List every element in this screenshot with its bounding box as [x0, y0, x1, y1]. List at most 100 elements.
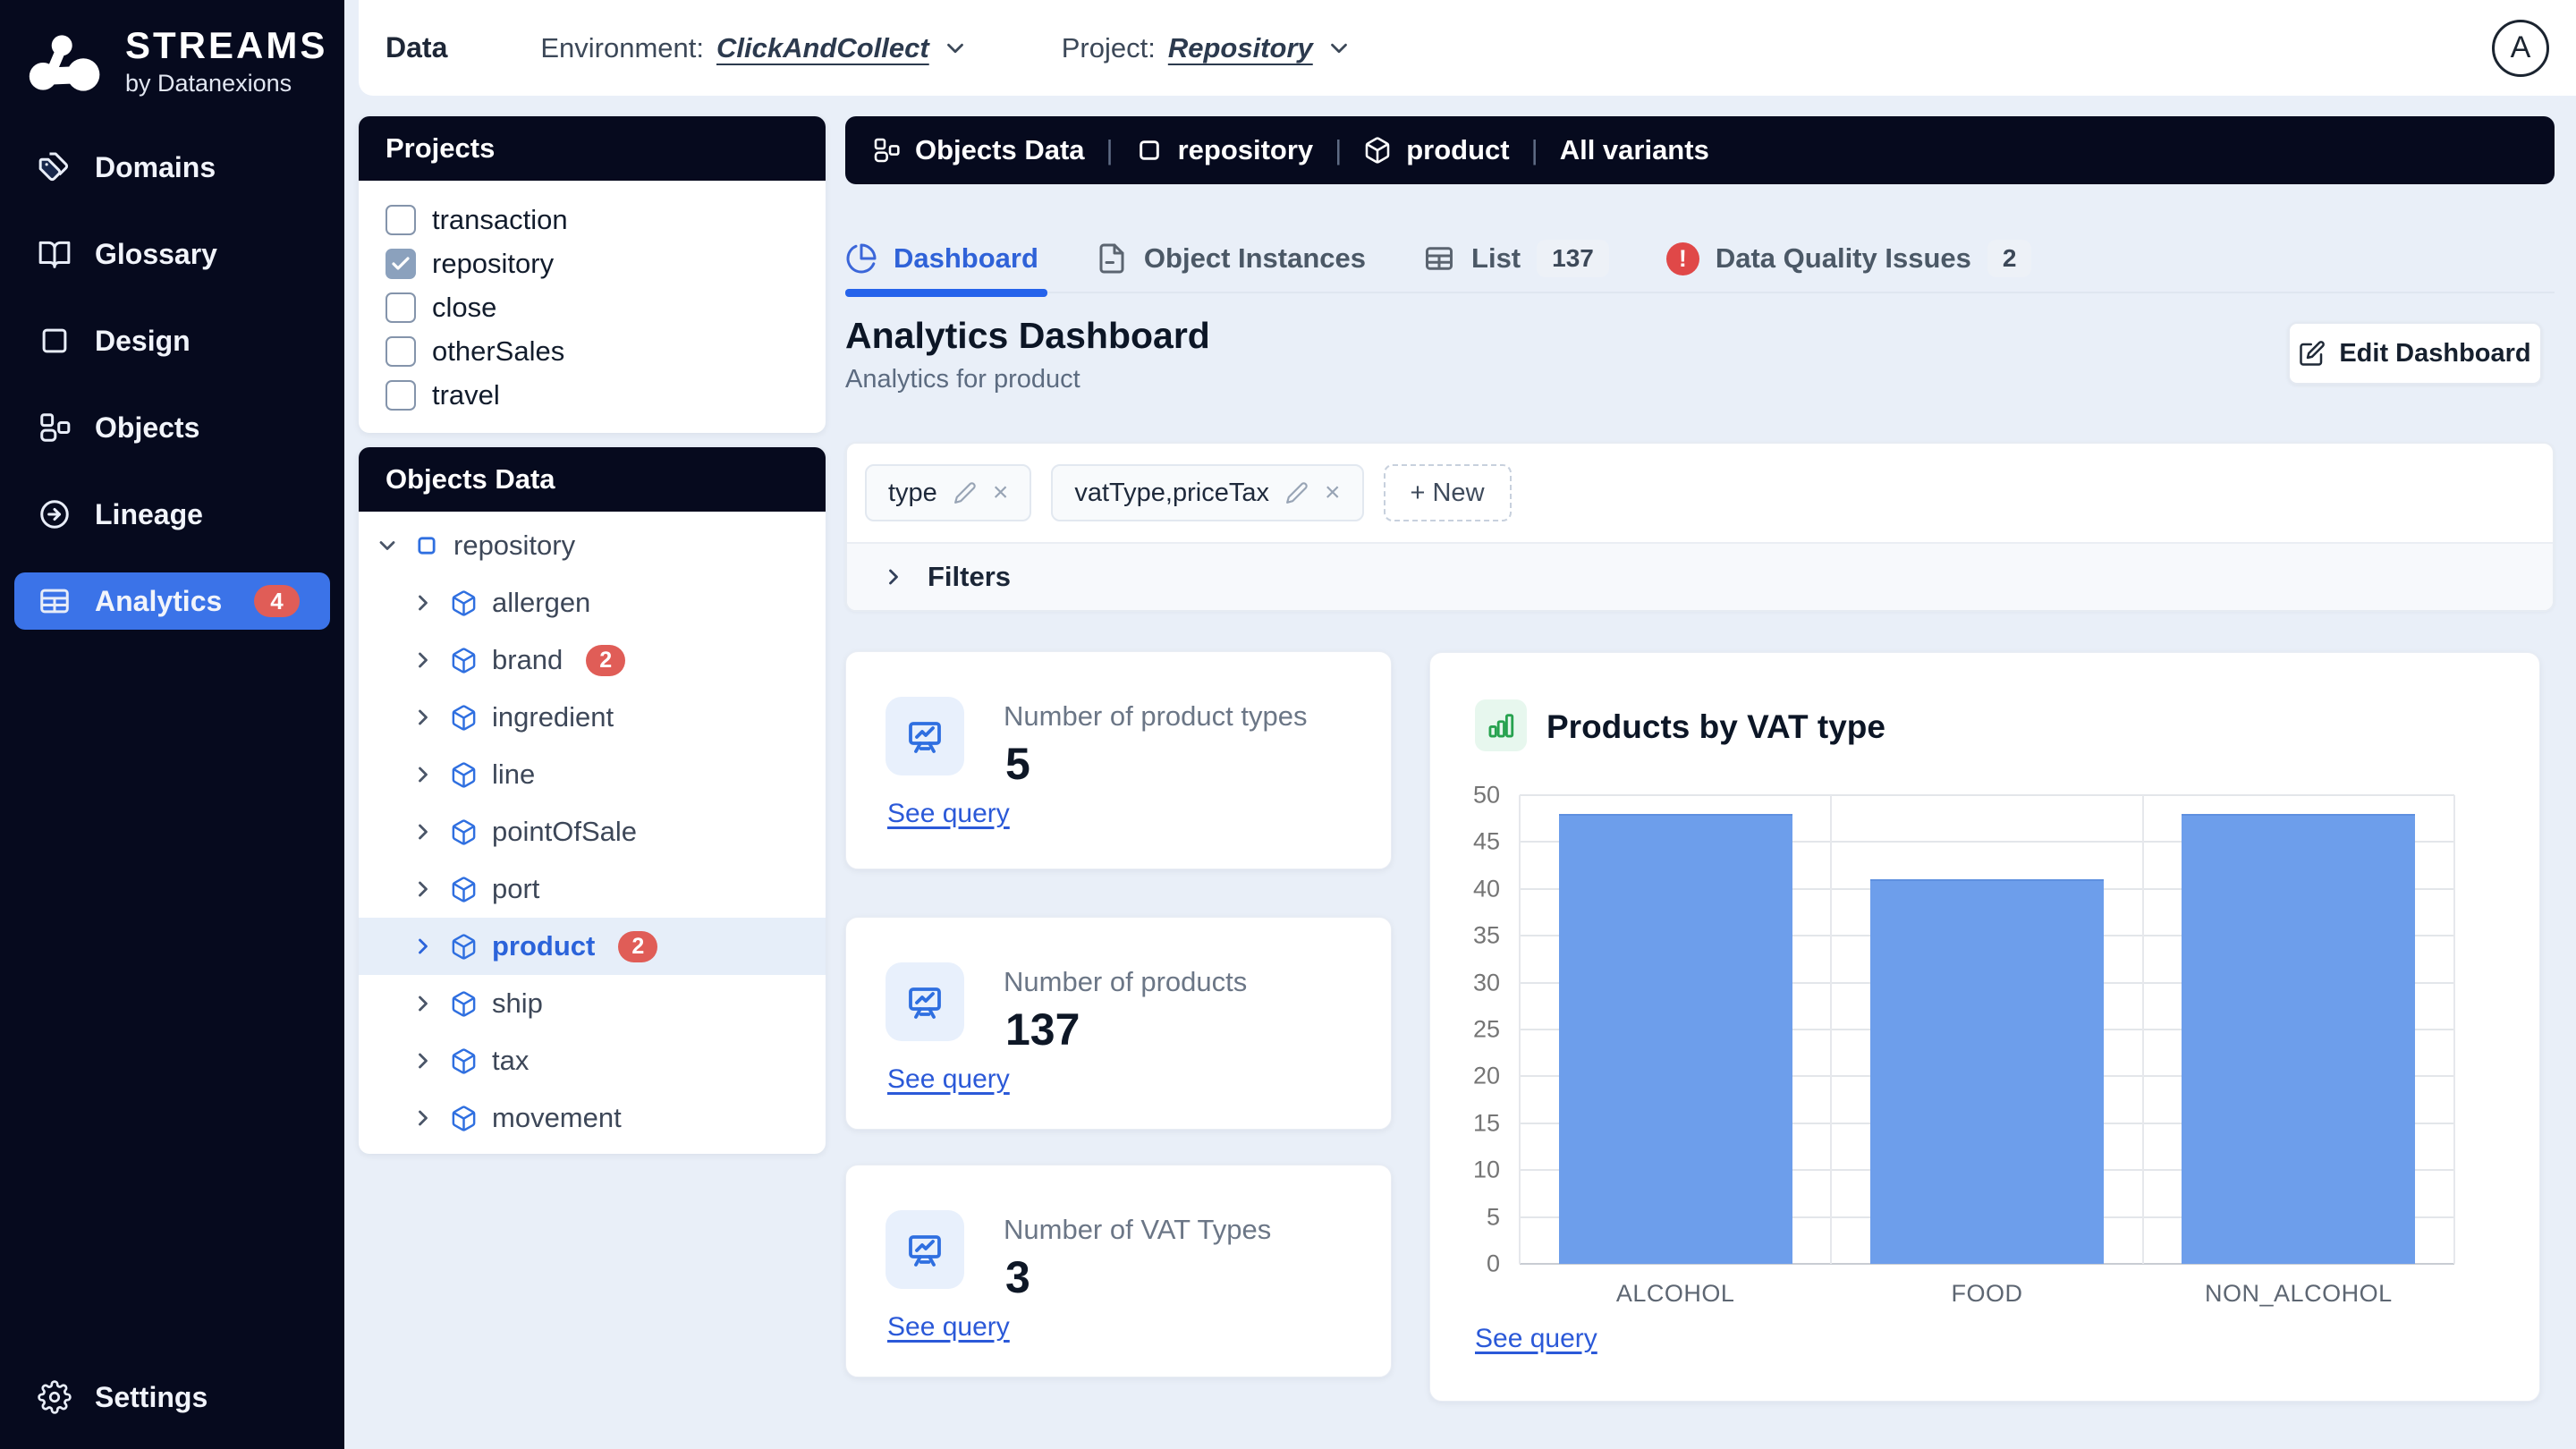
grouping-chip-type[interactable]: type × [865, 464, 1032, 521]
breadcrumb-label: All variants [1559, 134, 1709, 165]
edit-pencil-icon[interactable] [1285, 481, 1309, 504]
kpi-card-vat-types: Number of VAT Types 3 See query [845, 1165, 1392, 1377]
brand-logo: STREAMS by Datanexions [0, 0, 344, 97]
checkbox[interactable] [386, 205, 416, 235]
see-query-link[interactable]: See query [887, 1064, 1010, 1094]
sidebar-item-analytics[interactable]: Analytics 4 [14, 572, 330, 630]
kpi-label: Number of products [1004, 966, 1248, 997]
breadcrumb-repository[interactable]: repository [1135, 134, 1314, 166]
project-checkbox-repository[interactable]: repository [386, 246, 799, 282]
y-axis-tick: 5 [1486, 1203, 1500, 1231]
pie-chart-icon [845, 242, 877, 275]
tab-list[interactable]: List 137 [1423, 225, 1609, 292]
gridline-vertical [1519, 795, 1521, 1264]
tree-item-repository[interactable]: repository [359, 517, 826, 574]
chevron-right-icon[interactable] [411, 819, 436, 844]
chevron-right-icon[interactable] [411, 1106, 436, 1131]
sidebar-item-design[interactable]: Design [14, 312, 330, 369]
project-selector[interactable]: Project: Repository [1062, 32, 1352, 64]
kpi-chart-board-icon [886, 962, 964, 1041]
tree-item-line[interactable]: line [359, 746, 826, 803]
tree-item-ingredient[interactable]: ingredient [359, 689, 826, 746]
tab-dashboard[interactable]: Dashboard [845, 225, 1047, 297]
sidebar-item-domains[interactable]: Domains [14, 139, 330, 196]
sidebar: STREAMS by Datanexions Domains Gloss [0, 0, 344, 1449]
environment-selector[interactable]: Environment: ClickAndCollect [540, 32, 968, 64]
kpi-chart-board-icon [886, 697, 964, 775]
grouping-chip-vattype-pricetax[interactable]: vatType,priceTax × [1051, 464, 1364, 521]
close-icon[interactable]: × [1324, 478, 1341, 507]
cube-icon [450, 1047, 478, 1075]
gridline-vertical [2141, 795, 2144, 1264]
tree-item-brand[interactable]: brand 2 [359, 631, 826, 689]
project-value[interactable]: Repository [1167, 31, 1313, 64]
environment-value[interactable]: ClickAndCollect [716, 31, 929, 64]
breadcrumb-label: repository [1177, 134, 1314, 165]
table-icon [38, 584, 72, 618]
cube-icon [450, 818, 478, 846]
square-icon [38, 324, 72, 358]
chevron-right-icon[interactable] [411, 877, 436, 902]
close-icon[interactable]: × [992, 478, 1009, 507]
tree-item-ship[interactable]: ship [359, 975, 826, 1032]
checkbox[interactable] [386, 380, 416, 411]
sidebar-item-settings[interactable]: Settings [14, 1368, 330, 1426]
section-label: Data [386, 31, 448, 64]
grouping-chips: type × vatType,priceTax × + New [847, 444, 2553, 542]
chevron-down-icon[interactable] [375, 533, 400, 558]
breadcrumb-product[interactable]: product [1363, 134, 1510, 166]
edit-pencil-icon[interactable] [953, 481, 977, 504]
objects-tree: repository allergen brand 2 ingredient l… [359, 512, 826, 1154]
breadcrumb-objects-data[interactable]: Objects Data [872, 134, 1085, 166]
see-query-link[interactable]: See query [887, 799, 1010, 828]
tree-item-movement[interactable]: movement [359, 1089, 826, 1147]
chevron-right-icon[interactable] [411, 934, 436, 959]
see-query-link[interactable]: See query [1475, 1324, 1597, 1353]
chevron-down-icon[interactable] [1326, 35, 1352, 62]
repository-square-icon [414, 533, 439, 558]
filters-toggle[interactable]: Filters [847, 542, 2553, 610]
project-checkbox-travel[interactable]: travel [386, 377, 799, 413]
y-axis-tick: 35 [1472, 921, 1500, 949]
tree-item-product[interactable]: product 2 [359, 918, 826, 975]
chevron-right-icon[interactable] [411, 1048, 436, 1073]
sidebar-item-lineage[interactable]: Lineage [14, 486, 330, 543]
sidebar-item-label: Lineage [95, 497, 203, 530]
checkbox[interactable] [386, 249, 416, 279]
tree-item-allergen[interactable]: allergen [359, 574, 826, 631]
tab-object-instances[interactable]: Object Instances [1096, 225, 1366, 292]
chevron-right-icon[interactable] [411, 648, 436, 673]
cube-icon [450, 704, 478, 732]
checkbox[interactable] [386, 336, 416, 367]
chevron-right-icon[interactable] [411, 590, 436, 615]
project-checkbox-othersales[interactable]: otherSales [386, 334, 799, 369]
tab-data-quality-issues[interactable]: ! Data Quality Issues 2 [1665, 225, 2032, 292]
chevron-right-icon[interactable] [411, 705, 436, 730]
edit-pencil-icon [2300, 341, 2326, 366]
edit-dashboard-button[interactable]: Edit Dashboard [2288, 322, 2542, 385]
edit-dashboard-label: Edit Dashboard [2339, 338, 2531, 368]
tree-item-pointofsale[interactable]: pointOfSale [359, 803, 826, 860]
breadcrumb-all-variants[interactable]: All variants [1560, 134, 1709, 166]
chevron-right-icon[interactable] [411, 991, 436, 1016]
gridline [1520, 794, 2454, 796]
chevron-right-icon[interactable] [411, 762, 436, 787]
chevron-down-icon[interactable] [942, 35, 969, 62]
gridline [1520, 841, 2454, 843]
kpi-label: Number of product types [1004, 700, 1308, 732]
avatar[interactable]: A [2492, 19, 2549, 77]
tab-label: Object Instances [1143, 242, 1367, 274]
project-checkbox-transaction[interactable]: transaction [386, 202, 799, 238]
tree-item-port[interactable]: port [359, 860, 826, 918]
sidebar-item-objects[interactable]: Objects [14, 399, 330, 456]
sidebar-item-glossary[interactable]: Glossary [14, 225, 330, 283]
checkbox[interactable] [386, 292, 416, 323]
project-checkbox-close[interactable]: close [386, 290, 799, 326]
checkbox-label: transaction [432, 204, 568, 235]
environment-label: Environment: [540, 31, 704, 64]
tree-item-label: product [492, 930, 596, 962]
see-query-link[interactable]: See query [887, 1312, 1010, 1342]
gridline-vertical [1830, 795, 1833, 1264]
tree-item-tax[interactable]: tax [359, 1032, 826, 1089]
new-grouping-button[interactable]: + New [1383, 464, 1512, 521]
